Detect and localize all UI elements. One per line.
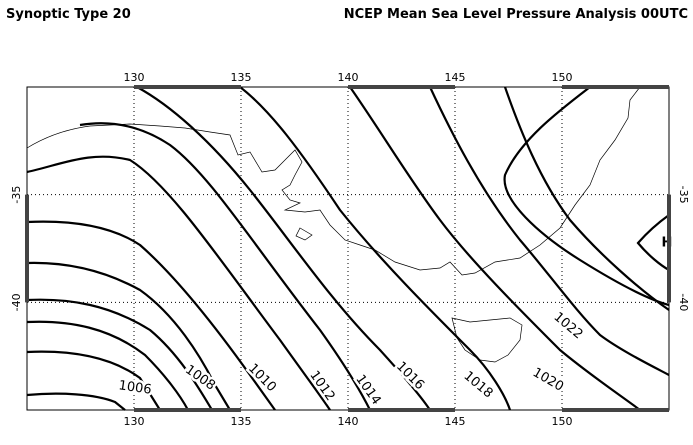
isobar bbox=[26, 261, 231, 411]
isobar bbox=[26, 298, 213, 411]
x-tick-label: 135 bbox=[231, 415, 252, 428]
title-left: Synoptic Type 20 bbox=[6, 7, 131, 22]
x-tick-label: 145 bbox=[445, 71, 466, 84]
isobar bbox=[503, 86, 670, 307]
isobar bbox=[26, 220, 276, 411]
isobar bbox=[26, 350, 161, 411]
title-right: NCEP Mean Sea Level Pressure Analysis 00… bbox=[344, 7, 688, 22]
isobar bbox=[503, 86, 670, 311]
contour-label: 1010 bbox=[245, 361, 279, 395]
x-tick-label: 130 bbox=[124, 415, 145, 428]
x-tick-label: 140 bbox=[338, 71, 359, 84]
x-tick-label: 130 bbox=[124, 71, 145, 84]
x-tick-label: 150 bbox=[552, 71, 573, 84]
isobar bbox=[26, 392, 126, 411]
isobar bbox=[136, 86, 431, 411]
contour-label: 1014 bbox=[352, 372, 383, 408]
contour-label: 1016 bbox=[393, 359, 427, 393]
isobar bbox=[636, 214, 670, 271]
x-tick-label: 150 bbox=[552, 415, 573, 428]
isobar bbox=[79, 122, 371, 411]
x-tick-label: 145 bbox=[445, 415, 466, 428]
y-tick-label: -35 bbox=[10, 186, 23, 204]
isobar bbox=[26, 155, 331, 411]
coastline bbox=[451, 317, 523, 363]
y-tick-label: -35 bbox=[677, 186, 690, 204]
isobar bbox=[429, 86, 670, 376]
isobar bbox=[26, 320, 189, 411]
y-tick-label: -40 bbox=[677, 293, 690, 311]
contour-label: 1006 bbox=[118, 378, 153, 397]
coastline bbox=[26, 86, 641, 276]
isobar bbox=[239, 86, 512, 411]
y-tick-label: -40 bbox=[10, 293, 23, 311]
isobar bbox=[349, 86, 641, 411]
contour-label: 1020 bbox=[530, 365, 566, 395]
contour-label: 1012 bbox=[306, 368, 337, 404]
x-tick-label: 135 bbox=[231, 71, 252, 84]
coastline bbox=[295, 227, 313, 241]
x-tick-label: 140 bbox=[338, 415, 359, 428]
